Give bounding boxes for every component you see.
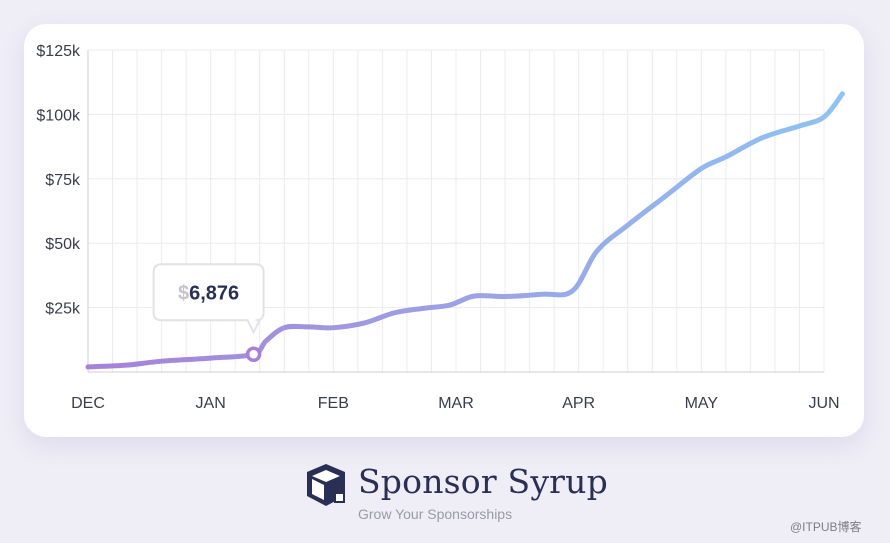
y-tick-label: $25k <box>45 301 81 318</box>
x-tick-label: MAY <box>685 395 719 412</box>
y-tick-label: $100k <box>36 107 81 124</box>
x-tick-label: JUN <box>808 395 839 412</box>
tooltip-value: $6,876 <box>178 282 239 304</box>
watermark-text: @ITPUB博客 <box>790 520 862 534</box>
brand-tagline: Grow Your Sponsorships <box>358 506 513 522</box>
tooltip-currency: $ <box>178 282 189 304</box>
brand-lockup: Sponsor Syrup Grow Your Sponsorships <box>304 460 624 526</box>
chart-card: $25k $50k $75k $100k $125k DEC JAN FEB MAR APR MAY… <box>24 24 864 437</box>
y-tick-label: $125k <box>36 43 81 60</box>
x-tick-label: FEB <box>318 395 349 412</box>
x-tick-label: APR <box>562 395 595 412</box>
tooltip-amount: 6,876 <box>189 282 239 304</box>
revenue-line <box>85 91 845 370</box>
y-tick-label: $50k <box>45 236 81 253</box>
brand-name: Sponsor Syrup <box>358 462 608 501</box>
x-tick-label: DEC <box>71 395 105 412</box>
y-tick-label: $75k <box>45 172 81 189</box>
value-tooltip <box>152 263 265 335</box>
revenue-chart: $25k $50k $75k $100k $125k DEC JAN FEB MAR APR MAY… <box>36 43 845 412</box>
x-tick-label: JAN <box>196 395 226 412</box>
syrup-box-logo-icon <box>307 464 345 506</box>
highlight-point[interactable] <box>245 346 262 363</box>
x-tick-label: MAR <box>438 395 474 412</box>
